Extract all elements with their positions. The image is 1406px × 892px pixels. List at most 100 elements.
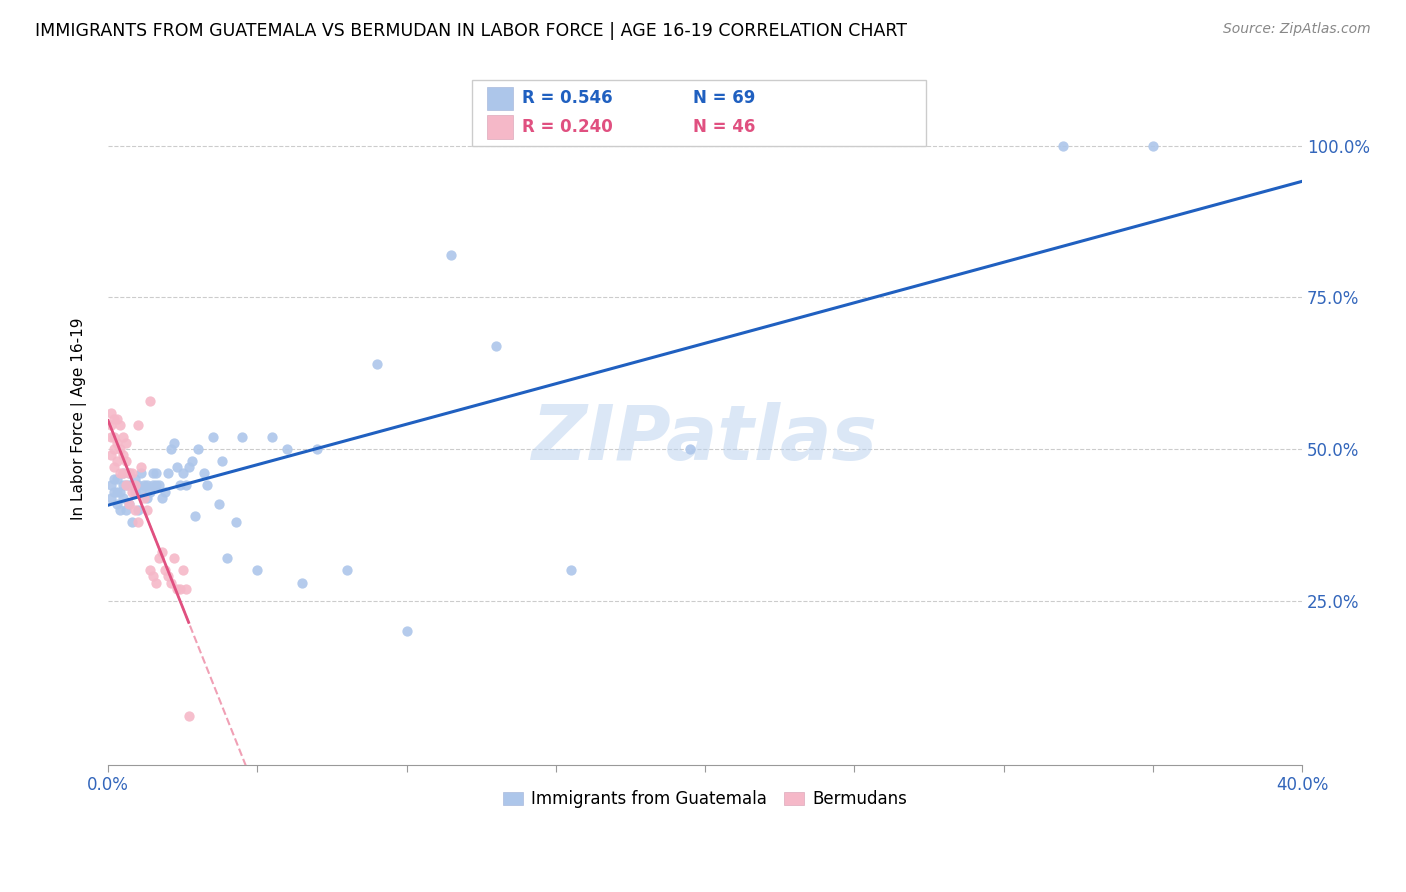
Point <box>124 478 146 492</box>
Point <box>100 491 122 505</box>
Point <box>150 491 173 505</box>
Point <box>1142 138 1164 153</box>
Point <box>103 460 125 475</box>
Point <box>169 478 191 492</box>
Text: N = 46: N = 46 <box>693 119 755 136</box>
Point <box>225 515 247 529</box>
Point <box>111 478 134 492</box>
Point <box>129 484 152 499</box>
Point <box>156 569 179 583</box>
Point <box>111 448 134 462</box>
Point <box>124 472 146 486</box>
Point <box>121 467 143 481</box>
Point <box>108 442 131 456</box>
FancyBboxPatch shape <box>472 80 927 145</box>
Point <box>132 478 155 492</box>
Point <box>127 502 149 516</box>
Point <box>163 551 186 566</box>
Point <box>145 467 167 481</box>
Point <box>108 467 131 481</box>
Point <box>111 430 134 444</box>
Point <box>485 339 508 353</box>
Point <box>105 436 128 450</box>
Point <box>121 484 143 499</box>
Point <box>135 491 157 505</box>
Point <box>135 502 157 516</box>
Text: IMMIGRANTS FROM GUATEMALA VS BERMUDAN IN LABOR FORCE | AGE 16-19 CORRELATION CHA: IMMIGRANTS FROM GUATEMALA VS BERMUDAN IN… <box>35 22 907 40</box>
Point <box>166 460 188 475</box>
Point <box>166 582 188 596</box>
Point <box>177 709 200 723</box>
Point <box>108 484 131 499</box>
Point <box>195 478 218 492</box>
Point <box>103 472 125 486</box>
Point <box>115 436 138 450</box>
Point <box>124 484 146 499</box>
Point <box>115 478 138 492</box>
Point <box>291 575 314 590</box>
Point <box>118 497 141 511</box>
Point <box>148 478 170 492</box>
Point <box>118 478 141 492</box>
Point <box>103 484 125 499</box>
Point <box>129 467 152 481</box>
Point <box>100 478 122 492</box>
Text: ZIPatlas: ZIPatlas <box>531 402 879 476</box>
Point <box>100 417 122 432</box>
Point <box>207 497 229 511</box>
Point <box>153 484 176 499</box>
Point <box>217 551 239 566</box>
Point <box>103 411 125 425</box>
Point <box>366 357 388 371</box>
Point <box>142 569 165 583</box>
Point <box>135 478 157 492</box>
Point <box>129 460 152 475</box>
Point <box>121 515 143 529</box>
Point <box>105 472 128 486</box>
Point <box>105 454 128 468</box>
Text: R = 0.240: R = 0.240 <box>523 119 613 136</box>
Point <box>118 467 141 481</box>
Point <box>163 436 186 450</box>
Point <box>108 417 131 432</box>
Point <box>246 563 269 577</box>
Point <box>395 624 418 638</box>
Point <box>100 430 122 444</box>
Point <box>187 442 209 456</box>
Point <box>174 478 197 492</box>
Point <box>111 467 134 481</box>
Point <box>172 467 194 481</box>
Point <box>127 478 149 492</box>
Point <box>276 442 298 456</box>
Point <box>111 467 134 481</box>
Point <box>127 417 149 432</box>
Point <box>111 491 134 505</box>
Point <box>121 478 143 492</box>
Point <box>560 563 582 577</box>
Point <box>679 442 702 456</box>
Point <box>100 406 122 420</box>
Point <box>177 460 200 475</box>
Point <box>105 411 128 425</box>
Point <box>100 448 122 462</box>
Y-axis label: In Labor Force | Age 16-19: In Labor Force | Age 16-19 <box>72 318 87 520</box>
Point <box>103 430 125 444</box>
Point <box>118 497 141 511</box>
Point <box>159 442 181 456</box>
Point <box>142 467 165 481</box>
Point <box>105 497 128 511</box>
Point <box>1052 138 1074 153</box>
Point <box>153 563 176 577</box>
Point <box>150 545 173 559</box>
Point <box>118 467 141 481</box>
Point <box>148 551 170 566</box>
Point <box>124 502 146 516</box>
Text: R = 0.546: R = 0.546 <box>523 89 613 107</box>
Point <box>139 484 162 499</box>
Point <box>305 442 328 456</box>
Point <box>211 454 233 468</box>
Point <box>193 467 215 481</box>
Point <box>440 248 463 262</box>
Point <box>174 582 197 596</box>
Text: N = 69: N = 69 <box>693 89 755 107</box>
